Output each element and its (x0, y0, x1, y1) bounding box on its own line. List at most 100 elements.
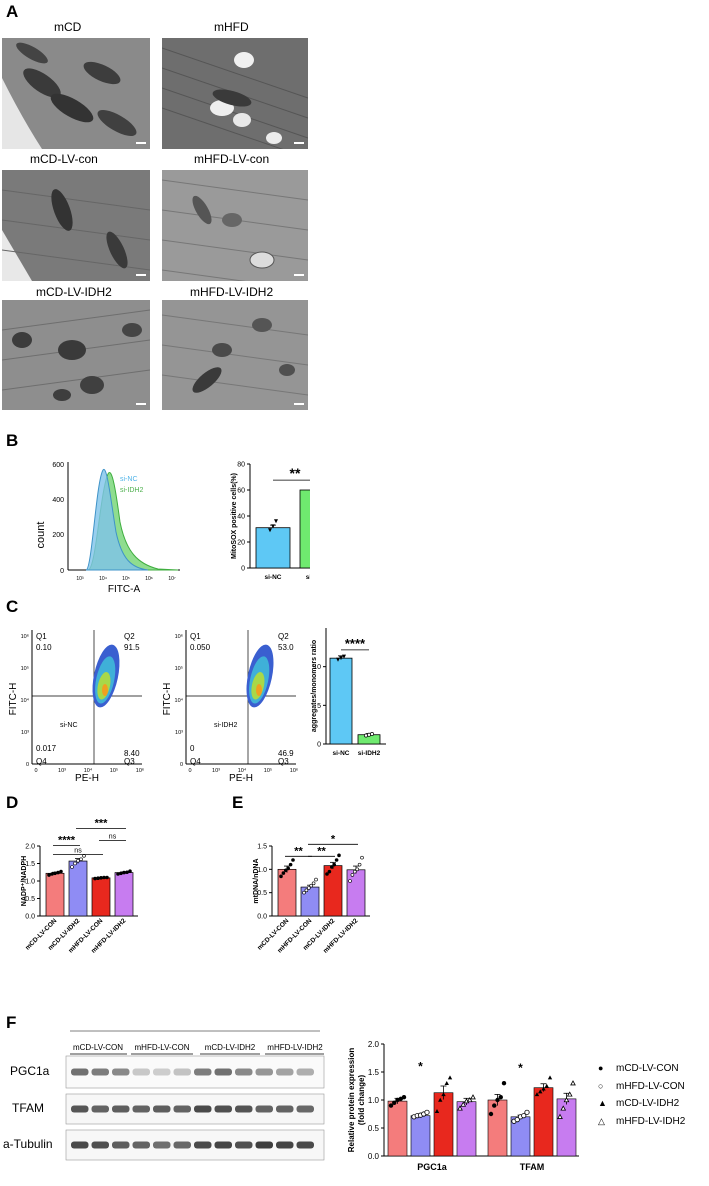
y-tick-label: 20 (237, 540, 245, 547)
data-point (73, 861, 77, 866)
significance-label: *** (95, 818, 109, 830)
y-axis-label: MitoSOX positive cells(%) (231, 473, 238, 559)
data-point (47, 873, 51, 877)
significance-label: ** (294, 845, 303, 857)
data-point (105, 875, 109, 880)
x-axis-label: PE-H (229, 773, 253, 784)
data-point (348, 879, 352, 883)
y-tick-label: 1.0 (368, 1096, 380, 1105)
y-tick-label: 10⁶ (21, 633, 29, 640)
panel-f-legend: ● mCD-LV-CON ○ mHFD-LV-CON ▲ mCD-LV-IDH2 △ mHFD… (598, 1060, 708, 1130)
density-core (102, 684, 108, 696)
legend-item: ○ mHFD-LV-CON (598, 1078, 708, 1096)
y-tick-label: 10⁵ (175, 665, 183, 672)
legend-label: mCD-LV-CON (616, 1063, 679, 1074)
data-point (325, 872, 329, 876)
data-point (388, 1103, 394, 1108)
data-point (283, 868, 288, 873)
x-tick-label: 10³ (212, 768, 220, 774)
data-point (307, 886, 311, 890)
data-point (332, 862, 336, 867)
data-point (544, 1083, 549, 1088)
blot-band (214, 1141, 232, 1149)
histogram-ytick: 200 (52, 532, 64, 539)
blot-band (71, 1068, 89, 1076)
legend-item: ● mCD-LV-CON (598, 1060, 708, 1078)
data-point (438, 1097, 443, 1102)
blot-band (153, 1068, 171, 1076)
data-point (392, 1100, 397, 1105)
x-tick-label: si-IDH2 (306, 574, 310, 581)
bar (299, 489, 310, 569)
panel-c-flow-plot-si-idh2: 0 10³ 10⁴ 10⁵ 10⁶ 0 10³ 10⁴ 10⁵ 10⁶ FITC-H PE-H Q1 0.… (162, 630, 298, 784)
y-axis-label: aggregates/monomers ratio (311, 640, 318, 732)
histogram-ytick: 400 (52, 497, 64, 504)
x-tick-label: si-IDH2 (358, 750, 381, 757)
y-tick-label: 1.5 (257, 844, 267, 851)
data-point (401, 1095, 407, 1100)
data-point (457, 1105, 463, 1111)
bar (433, 1092, 454, 1157)
data-point (370, 731, 374, 736)
bar (556, 1098, 577, 1157)
quadrant-label: Q2 (278, 632, 289, 641)
quadrant-label: Q1 (36, 632, 47, 641)
data-point (119, 871, 123, 876)
blot-band (173, 1105, 191, 1113)
significance-label: ** (290, 465, 301, 481)
blot-band (214, 1105, 232, 1113)
y-tick-label: 0 (241, 566, 245, 573)
data-point (268, 528, 272, 533)
blot-band (71, 1105, 89, 1113)
panel-label-e: E (232, 793, 244, 812)
blot-band (255, 1141, 273, 1149)
data-point (50, 872, 54, 876)
blot-band (276, 1105, 294, 1113)
y-tick-label: 0.5 (257, 890, 267, 897)
density-core (256, 684, 262, 696)
legend-marker-icon: ○ (598, 1080, 604, 1091)
y-axis-label: mtDNA/nDNA (253, 858, 260, 903)
data-point (314, 877, 318, 882)
em-label-mhfd-lv-idh2: mHFD-LV-IDH2 (190, 285, 274, 299)
data-point (286, 866, 291, 871)
bar (68, 860, 88, 917)
blot-band (91, 1068, 109, 1076)
data-point (444, 1081, 449, 1085)
y-tick-label: 0 (317, 742, 321, 749)
data-point (311, 881, 316, 886)
y-tick-label: 0.5 (368, 1124, 380, 1133)
blot-band (173, 1068, 191, 1076)
x-tick-label: TFAM (520, 1162, 545, 1172)
panel-label-d: D (6, 793, 19, 812)
histogram-xtick: 10⁵ (122, 576, 130, 582)
x-tick-label: 10⁴ (84, 767, 93, 774)
histogram-ytick: 0 (60, 568, 64, 575)
blot-group-label: mHFD-LV-IDH2 (267, 1043, 323, 1052)
data-point (70, 865, 74, 869)
data-point (281, 871, 286, 875)
sample-label: si-NC (60, 722, 78, 729)
data-point (534, 1092, 540, 1097)
y-tick-label: 1.0 (257, 867, 267, 874)
significance-label: **** (345, 636, 366, 651)
data-point (76, 858, 80, 863)
significance-label: * (331, 833, 336, 845)
bar (533, 1087, 554, 1157)
blot-band (255, 1105, 273, 1113)
blot-band (214, 1068, 232, 1076)
blot-band (71, 1141, 89, 1149)
quadrant-value: 8.40 (124, 749, 140, 758)
blot-band (153, 1105, 171, 1113)
data-point (563, 1096, 570, 1103)
data-point (424, 1109, 430, 1115)
data-point (521, 1113, 527, 1119)
data-point (398, 1096, 403, 1102)
y-tick-label: 80 (237, 462, 245, 469)
histogram-legend-si-nc: si-NC (120, 476, 138, 483)
data-point (538, 1089, 543, 1094)
blot-row-label-pgc1a: PGC1a (10, 1064, 50, 1078)
histogram-xtick: 10⁶ (145, 576, 153, 582)
data-point (96, 876, 100, 880)
data-point (79, 857, 83, 862)
